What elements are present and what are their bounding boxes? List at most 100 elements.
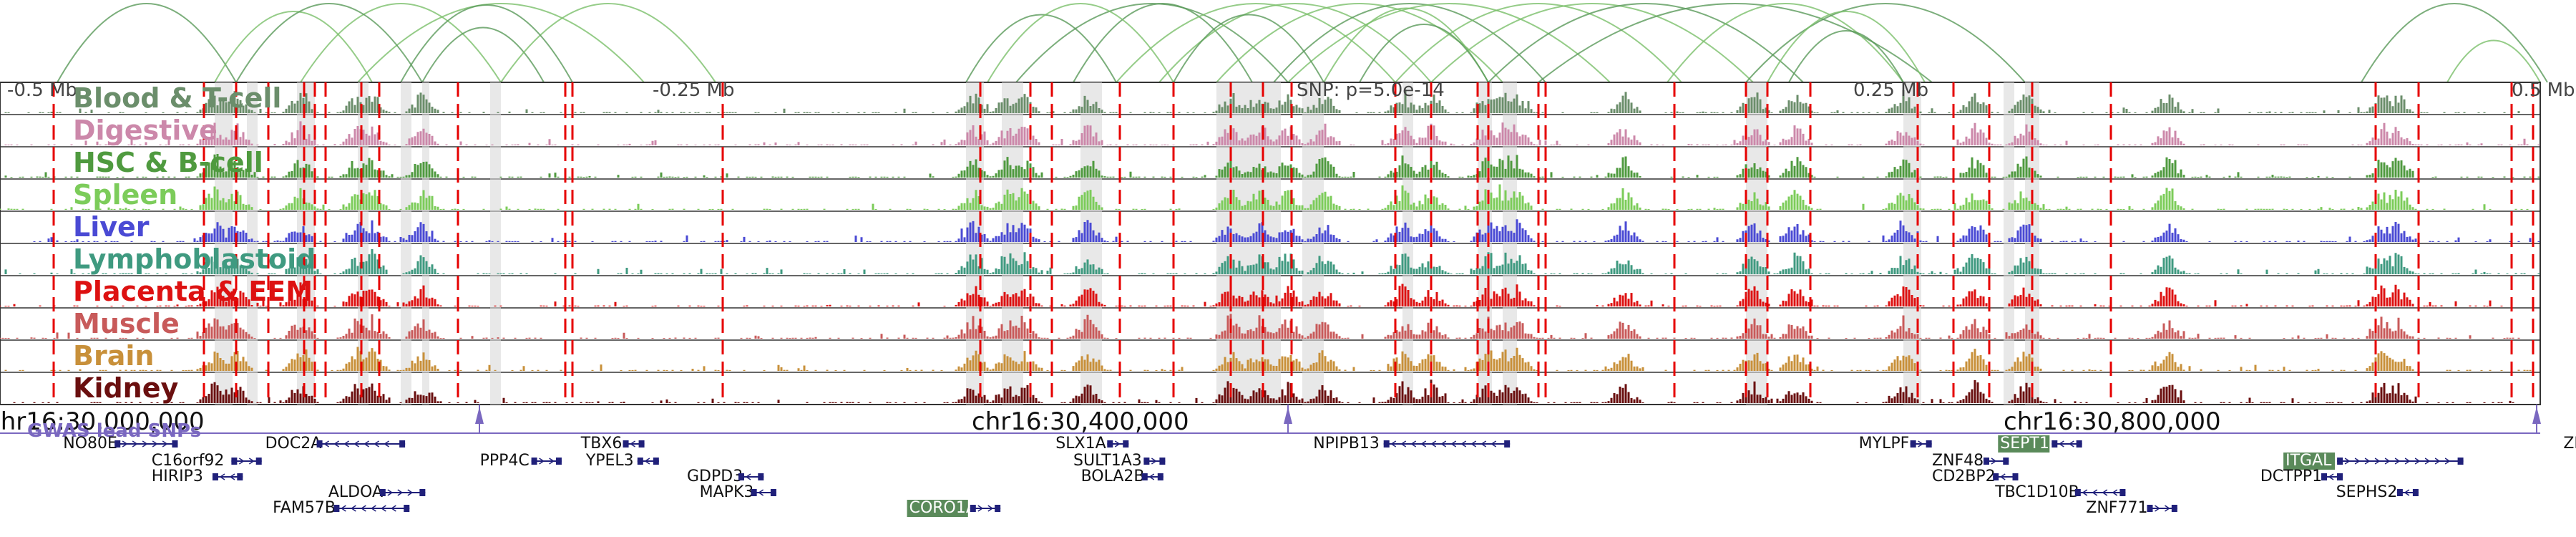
gene-ppp4c[interactable]: PPP4C bbox=[480, 452, 562, 470]
gene-label: C16orf92 bbox=[152, 452, 225, 470]
highlight-band bbox=[422, 82, 429, 405]
track-label-kidney: Kidney bbox=[73, 372, 178, 404]
gene-dctpp1[interactable]: DCTPP1 bbox=[2260, 468, 2343, 485]
gene-label: MAPK3 bbox=[700, 483, 754, 501]
interaction-arc bbox=[1667, 3, 1904, 83]
gene-tbx6[interactable]: TBX6 bbox=[580, 435, 645, 453]
gene-no80e[interactable]: NO80E bbox=[63, 435, 178, 453]
highlight-band bbox=[247, 82, 258, 405]
gwas-lead-marker bbox=[1284, 407, 1292, 424]
gene-sept1[interactable]: SEPT1 bbox=[1998, 435, 2082, 453]
gene-ypel3[interactable]: YPEL3 bbox=[585, 452, 659, 470]
gene-itgal[interactable]: ITGAL bbox=[2283, 452, 2464, 470]
track-label-lymphoblastoid: Lymphoblastoid bbox=[73, 243, 316, 275]
signal-peaks bbox=[4, 90, 2534, 113]
gene-label: ZNF48 bbox=[1932, 452, 1984, 470]
gene-label: NO80E bbox=[63, 435, 117, 453]
gene-mapk3[interactable]: MAPK3 bbox=[700, 483, 776, 501]
chrom-tick-30800000: chr16:30,800,000 bbox=[2004, 407, 2221, 436]
gene-label: SEPT1 bbox=[2000, 435, 2049, 453]
gene-label: CD2BP2 bbox=[1932, 468, 1996, 485]
gene-label: ALDOA bbox=[328, 483, 383, 501]
scale-label-snp-pvalue: SNP: p=5.0e-14 bbox=[1297, 79, 1445, 101]
interaction-arc bbox=[57, 3, 237, 83]
highlight-band bbox=[215, 82, 233, 405]
gene-npipb13[interactable]: NPIPB13 bbox=[1313, 435, 1511, 453]
gene-tbc1d10b[interactable]: TBC1D10B bbox=[1994, 483, 2126, 501]
interaction-arc bbox=[1788, 30, 1904, 83]
gene-znf48[interactable]: ZNF48 bbox=[1932, 452, 2009, 470]
interaction-arc bbox=[421, 26, 545, 83]
gene-label: SULT1A3 bbox=[1073, 452, 1142, 470]
gene-znf771[interactable]: ZNF771 bbox=[2086, 499, 2177, 517]
interaction-arc bbox=[235, 3, 423, 83]
gene-slx1a[interactable]: SLX1A bbox=[1055, 435, 1129, 453]
interaction-arc bbox=[1158, 3, 1432, 83]
interaction-arc bbox=[1538, 3, 1933, 83]
gene-label: DOC2A bbox=[265, 435, 322, 453]
gwas-markers bbox=[475, 405, 2541, 433]
scale-label-plus-0-5: 0.5 Mb bbox=[2512, 79, 2575, 101]
gene-label: ZNF768 bbox=[2563, 435, 2576, 453]
gene-label: MYLPF bbox=[1859, 435, 1910, 453]
red-snp-lines bbox=[52, 82, 2534, 405]
gwas-lead-snps-label: GWAS lead SNPs bbox=[27, 420, 201, 442]
gene-label: PPP4C bbox=[480, 452, 530, 470]
highlight-band bbox=[2004, 82, 2014, 405]
gene-sult1a3[interactable]: SULT1A3 bbox=[1073, 452, 1166, 470]
interaction-arc bbox=[1323, 7, 1489, 83]
gene-hirip3[interactable]: HIRIP3 bbox=[152, 468, 243, 485]
gene-label: TBC1D10B bbox=[1994, 483, 2079, 501]
track-label-blood-t-cell: Blood & T-cell bbox=[73, 82, 281, 114]
highlight-band bbox=[401, 82, 411, 405]
interaction-arc bbox=[1173, 14, 1324, 83]
signal-tracks bbox=[0, 90, 2540, 403]
gene-label: ZNF771 bbox=[2086, 499, 2147, 517]
gene-mylpf[interactable]: MYLPF bbox=[1859, 435, 1932, 453]
scale-label-minus-0-25: -0.25 Mb bbox=[653, 79, 734, 101]
highlight-band bbox=[1402, 82, 1413, 405]
interaction-arc bbox=[2446, 39, 2541, 83]
gene-label: FAM57B bbox=[273, 499, 336, 517]
interaction-arc bbox=[1015, 3, 1289, 83]
track-label-liver: Liver bbox=[73, 211, 150, 243]
track-label-placenta-eem: Placenta & EEM bbox=[73, 276, 313, 307]
gene-label: DCTPP1 bbox=[2260, 468, 2322, 485]
gene-fam57b[interactable]: FAM57B bbox=[273, 499, 410, 517]
gene-label: BOLA2B bbox=[1081, 468, 1145, 485]
gene-sephs2[interactable]: SEPHS2 bbox=[2336, 483, 2419, 501]
gene-label: GDPD3 bbox=[687, 468, 743, 485]
track-label-spleen: Spleen bbox=[73, 179, 177, 211]
gene-gdpd3[interactable]: GDPD3 bbox=[687, 468, 764, 485]
gene-znf768[interactable]: ZNF768 bbox=[2563, 435, 2576, 453]
gene-label: CORO1A bbox=[909, 499, 977, 517]
interaction-arc bbox=[1073, 3, 1253, 83]
gene-doc2a[interactable]: DOC2A bbox=[265, 435, 406, 453]
gene-cd2bp2[interactable]: CD2BP2 bbox=[1932, 468, 2019, 485]
track-label-hsc-b-cell: HSC & B-cell bbox=[73, 147, 263, 178]
interaction-arc bbox=[1430, 3, 1754, 83]
chrom-tick-30400000: chr16:30,400,000 bbox=[972, 407, 1189, 436]
track-label-digestive: Digestive bbox=[73, 115, 218, 146]
gene-label: TBX6 bbox=[580, 435, 623, 453]
signal-peaks bbox=[33, 219, 2540, 242]
gene-bola2b[interactable]: BOLA2B bbox=[1081, 468, 1163, 485]
chromatin-interaction-arcs bbox=[57, 3, 2548, 83]
interaction-arc bbox=[300, 3, 502, 83]
interaction-arc bbox=[500, 3, 716, 83]
interaction-arc bbox=[1359, 24, 1489, 83]
track-label-muscle: Muscle bbox=[73, 308, 180, 339]
interaction-arc bbox=[1488, 3, 1804, 83]
signal-peaks bbox=[4, 249, 2540, 274]
gene-c16orf92[interactable]: C16orf92 bbox=[152, 452, 262, 470]
gene-coro1a[interactable]: CORO1A bbox=[907, 499, 1001, 517]
chrom-tick-30000000: chr16:30,000,000 bbox=[0, 407, 205, 436]
signal-peaks bbox=[4, 121, 2540, 145]
gwas-lead-marker bbox=[475, 407, 484, 424]
gene-aldoa[interactable]: ALDOA bbox=[328, 483, 426, 501]
interaction-arc bbox=[1395, 3, 1682, 83]
interaction-arc bbox=[1116, 3, 1396, 83]
interaction-arc bbox=[214, 11, 373, 83]
